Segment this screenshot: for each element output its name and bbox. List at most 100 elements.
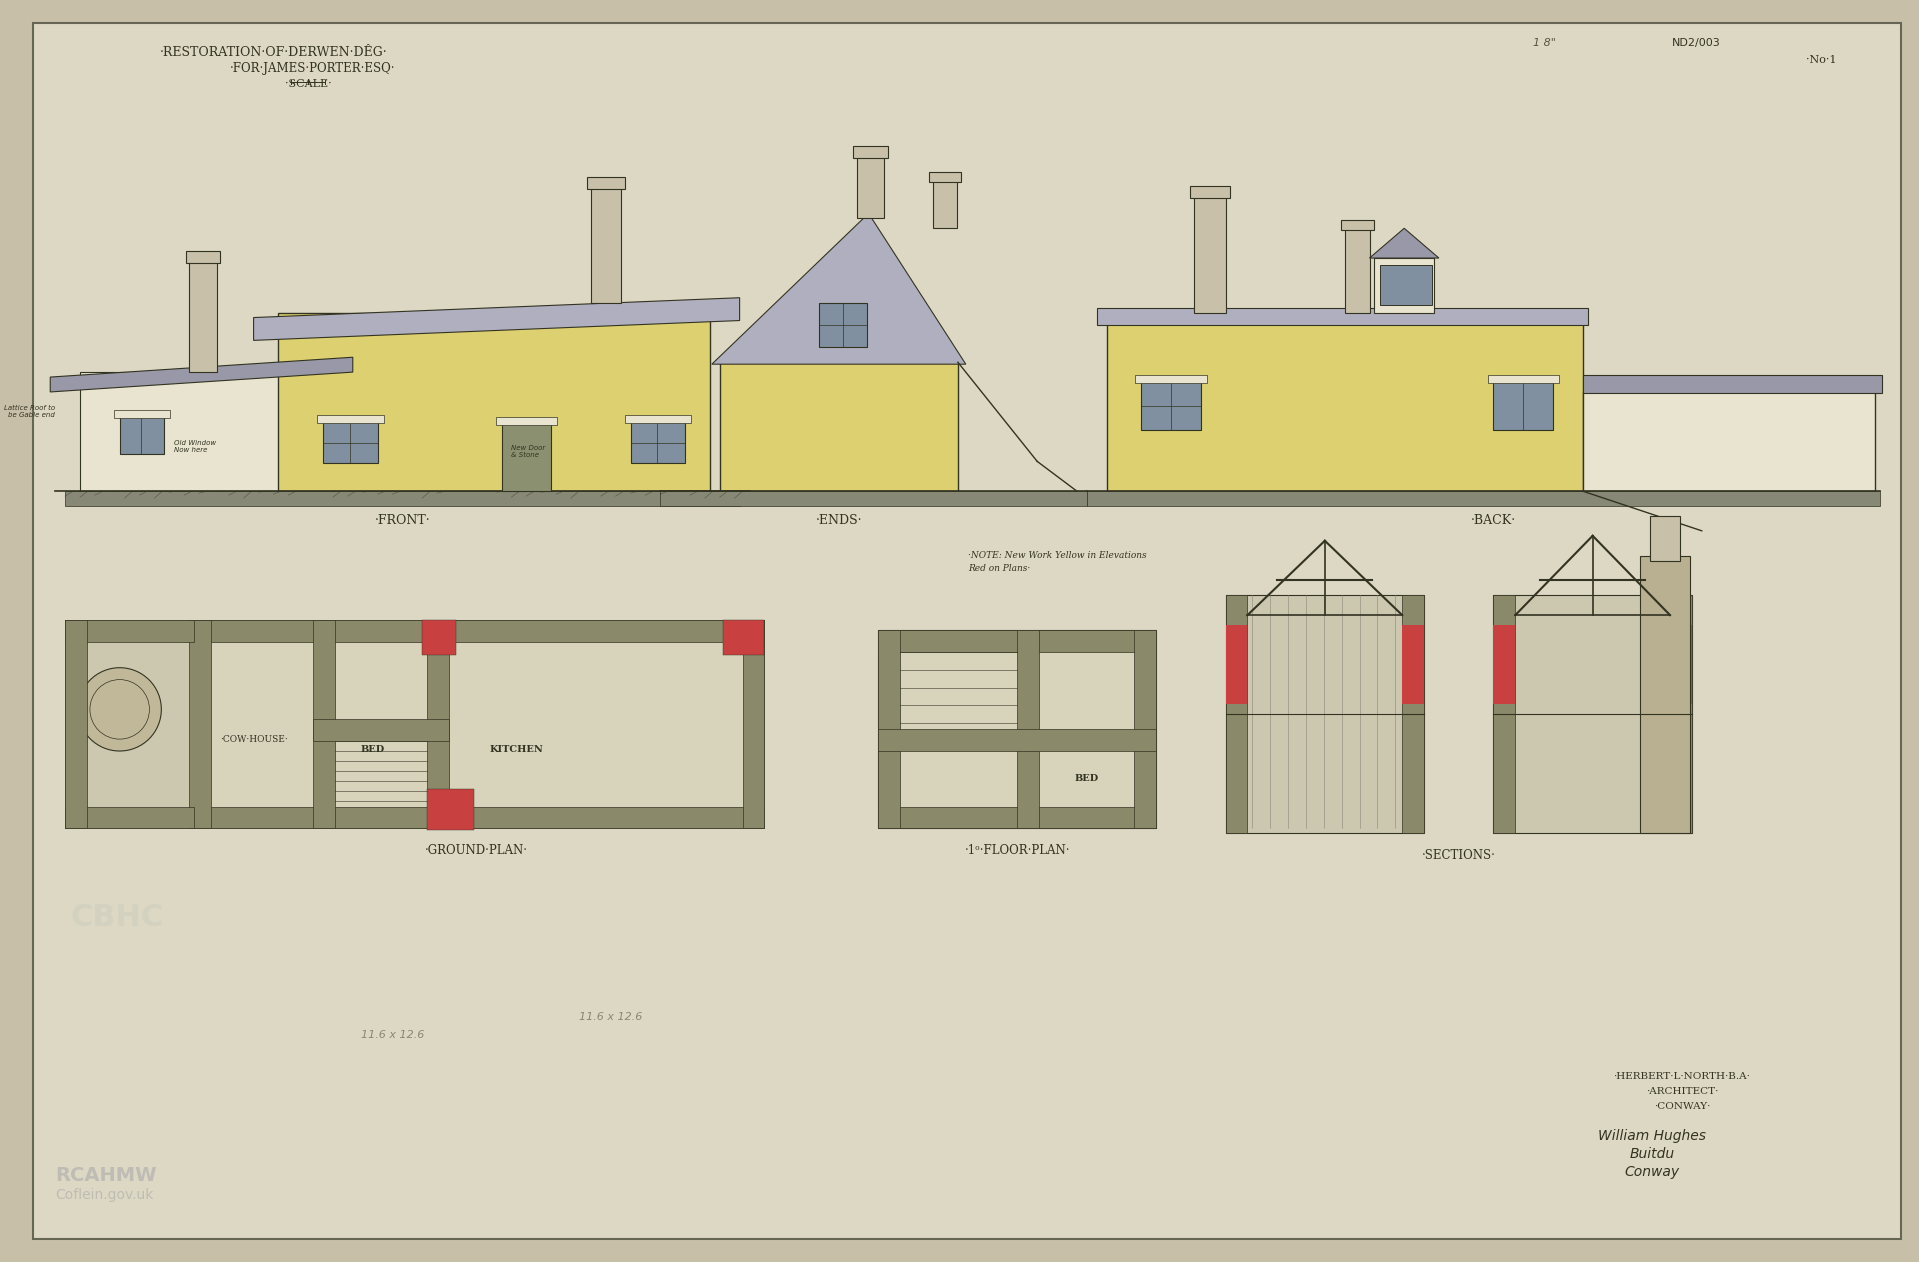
Bar: [1374, 257, 1433, 313]
Bar: [852, 146, 888, 158]
Text: Coflein.gov.uk: Coflein.gov.uk: [56, 1189, 154, 1203]
Text: ND2/003: ND2/003: [1671, 38, 1721, 48]
Bar: [317, 415, 384, 423]
Bar: [879, 630, 900, 828]
Bar: [1583, 375, 1883, 392]
Text: 11.6 x 12.6: 11.6 x 12.6: [580, 1012, 643, 1022]
Bar: [1493, 596, 1516, 833]
Polygon shape: [660, 491, 1086, 506]
Text: ·FRONT·: ·FRONT·: [374, 515, 430, 528]
Bar: [1107, 323, 1583, 491]
Bar: [1650, 516, 1679, 560]
Text: RCAHMW: RCAHMW: [56, 1166, 157, 1185]
Bar: [495, 416, 557, 425]
Bar: [1134, 630, 1157, 828]
Text: Old Window
Now here: Old Window Now here: [175, 440, 217, 453]
Text: ·FOR·JAMES·PORTER·ESQ·: ·FOR·JAMES·PORTER·ESQ·: [230, 62, 395, 74]
Bar: [1345, 228, 1370, 313]
Polygon shape: [712, 213, 965, 365]
Bar: [428, 620, 449, 828]
Bar: [65, 620, 194, 642]
Bar: [119, 416, 165, 454]
Bar: [624, 415, 691, 423]
Text: ·No·1: ·No·1: [1806, 54, 1836, 64]
Bar: [587, 177, 624, 188]
Bar: [933, 179, 958, 228]
Bar: [322, 422, 378, 463]
Bar: [65, 620, 764, 828]
Text: BED: BED: [1075, 775, 1100, 784]
Bar: [190, 620, 764, 642]
Bar: [313, 719, 449, 741]
Polygon shape: [1086, 491, 1881, 506]
Circle shape: [79, 668, 161, 751]
Bar: [65, 806, 194, 828]
Text: 11.6 x 12.6: 11.6 x 12.6: [361, 1030, 424, 1040]
Bar: [879, 806, 1157, 828]
Bar: [591, 184, 620, 303]
Bar: [1017, 630, 1040, 828]
Bar: [428, 789, 474, 830]
Text: Buitdu: Buitdu: [1629, 1147, 1675, 1161]
Polygon shape: [253, 298, 739, 341]
Text: KITCHEN: KITCHEN: [489, 745, 543, 753]
Bar: [1194, 193, 1226, 313]
Bar: [879, 729, 1157, 751]
Bar: [1487, 375, 1558, 384]
Polygon shape: [720, 218, 958, 362]
Bar: [1226, 596, 1247, 833]
Text: ·BACK·: ·BACK·: [1470, 515, 1516, 528]
Text: ·SECTIONS·: ·SECTIONS·: [1422, 848, 1495, 862]
Bar: [743, 620, 764, 828]
Bar: [1493, 596, 1693, 833]
Bar: [313, 620, 336, 828]
Bar: [190, 620, 211, 828]
Text: ·COW·HOUSE·: ·COW·HOUSE·: [219, 734, 288, 743]
Bar: [819, 303, 867, 347]
Bar: [856, 154, 885, 218]
Bar: [1190, 186, 1230, 198]
Text: ·1ᵒ·FLOOR·PLAN·: ·1ᵒ·FLOOR·PLAN·: [965, 844, 1071, 857]
Bar: [1136, 375, 1207, 384]
Bar: [1403, 625, 1424, 704]
Text: ·HERBERT·L·NORTH·B.A·: ·HERBERT·L·NORTH·B.A·: [1614, 1071, 1750, 1080]
Bar: [723, 620, 764, 655]
Bar: [113, 410, 171, 418]
Bar: [1142, 382, 1201, 429]
Text: BED: BED: [361, 745, 384, 753]
Bar: [900, 652, 1134, 806]
Text: Conway: Conway: [1625, 1165, 1679, 1179]
Bar: [1403, 596, 1424, 833]
Bar: [65, 620, 86, 828]
Bar: [278, 313, 710, 491]
Bar: [879, 630, 1157, 652]
Text: ·NOTE: New Work Yellow in Elevations: ·NOTE: New Work Yellow in Elevations: [967, 551, 1146, 560]
Text: ·ENDS·: ·ENDS·: [816, 515, 862, 528]
Bar: [501, 422, 551, 491]
Bar: [211, 642, 743, 806]
Text: ·ARCHITECT·: ·ARCHITECT·: [1647, 1087, 1718, 1095]
Bar: [422, 620, 457, 655]
Text: Lattice Roof to
be Gable end: Lattice Roof to be Gable end: [4, 405, 56, 418]
Bar: [1493, 625, 1516, 704]
Bar: [81, 372, 344, 491]
Bar: [1641, 555, 1691, 833]
Bar: [1226, 625, 1247, 704]
Bar: [190, 257, 217, 372]
Text: ·GROUND·PLAN·: ·GROUND·PLAN·: [426, 844, 528, 857]
Bar: [720, 362, 958, 491]
Text: CBHC: CBHC: [71, 904, 163, 933]
Bar: [1670, 625, 1693, 704]
Bar: [1096, 308, 1587, 326]
Bar: [1670, 596, 1693, 833]
Bar: [1341, 221, 1374, 230]
Text: ·CONWAY·: ·CONWAY·: [1654, 1102, 1710, 1111]
Bar: [186, 251, 221, 262]
Text: ·RESTORATION·OF·DERWEN·DÊG·: ·RESTORATION·OF·DERWEN·DÊG·: [159, 47, 388, 59]
Bar: [879, 630, 1157, 828]
Text: New Door
& Stone: New Door & Stone: [512, 445, 545, 458]
Bar: [631, 422, 685, 463]
Polygon shape: [65, 491, 739, 506]
Bar: [1226, 596, 1424, 833]
Polygon shape: [1370, 228, 1439, 257]
